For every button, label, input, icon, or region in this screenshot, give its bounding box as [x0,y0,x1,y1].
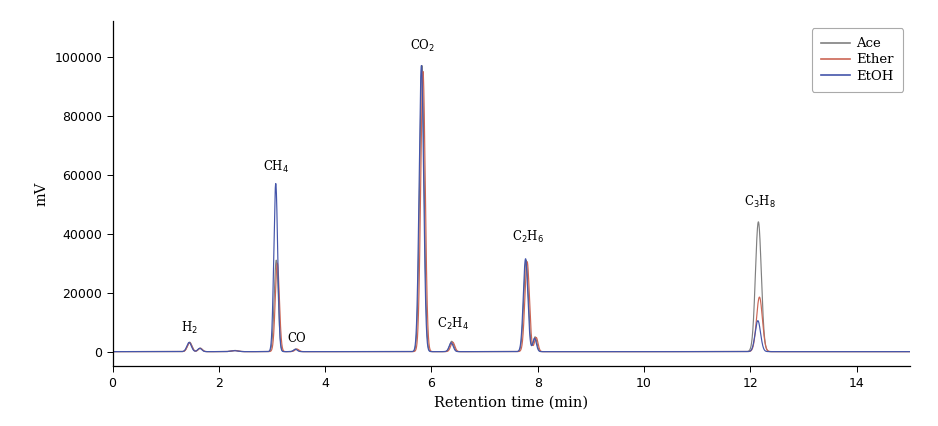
Text: C$_2$H$_4$: C$_2$H$_4$ [437,317,469,332]
EtOH [904,349,915,354]
Line: Ether: Ether [113,72,910,351]
Text: H$_2$: H$_2$ [181,320,198,336]
Ether [853,349,864,354]
EtOH [306,349,317,354]
Ether [107,349,118,354]
Ether [306,349,317,354]
EtOH [619,349,630,354]
Ace [619,349,630,354]
X-axis label: Retention time (min): Retention time (min) [434,395,588,409]
EtOH [416,63,427,68]
EtOH [589,349,600,354]
Ace [589,349,600,354]
Ether [589,349,600,354]
Ace [484,349,495,354]
Ace [678,349,689,354]
EtOH [853,349,864,354]
Ace [608,349,619,354]
Text: C$_3$H$_8$: C$_3$H$_8$ [744,194,776,210]
Text: CH$_4$: CH$_4$ [264,158,289,175]
Text: CO: CO [288,332,307,345]
Ace [306,349,317,354]
Y-axis label: mV: mV [35,181,49,206]
Ace [853,349,864,354]
Ether [417,69,429,74]
Ether [609,349,620,354]
Legend: Ace, Ether, EtOH: Ace, Ether, EtOH [811,28,903,92]
Ace [416,63,428,68]
EtOH [678,349,689,354]
Ether [904,349,915,354]
Text: CO$_2$: CO$_2$ [410,37,435,54]
EtOH [484,349,495,354]
Ace [107,349,118,354]
Ether [619,349,630,354]
Line: EtOH: EtOH [113,66,910,351]
EtOH [607,349,618,354]
Ether [678,349,689,354]
Ace [904,349,915,354]
Ether [484,349,495,354]
Text: C$_2$H$_6$: C$_2$H$_6$ [512,229,544,245]
EtOH [107,349,118,354]
Line: Ace: Ace [113,66,910,351]
